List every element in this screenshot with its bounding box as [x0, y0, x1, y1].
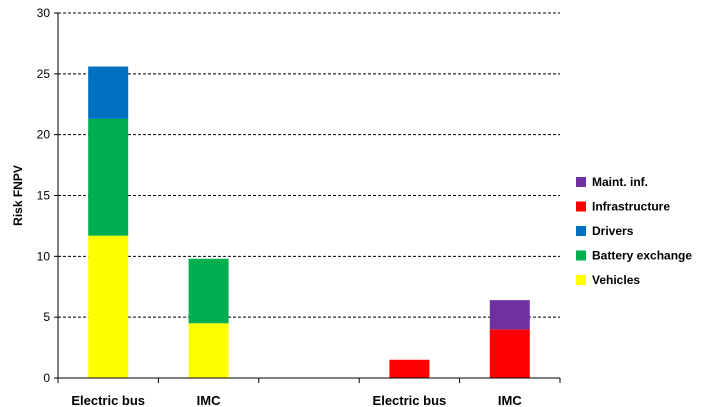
- bar-segment-1-vehicles: [188, 323, 229, 378]
- y-tick-label-15: 15: [37, 189, 51, 203]
- legend-swatch-maint-inf-: [576, 177, 586, 187]
- legend: Maint. inf. Infrastructure Drivers Battery …: [576, 175, 692, 287]
- axes: [54, 12, 561, 383]
- y-tick-label-0: 0: [43, 371, 50, 385]
- legend-swatch-battery-exchange: [576, 250, 586, 261]
- legend-label-maint-inf-: Maint. inf.: [592, 175, 648, 189]
- bar-segment-0-drivers: [88, 66, 129, 119]
- legend-label-infrastructure: Infrastructure: [592, 200, 670, 214]
- x-category-label-1: IMC: [197, 393, 221, 407]
- legend-swatch-infrastructure: [576, 201, 586, 212]
- y-tick-label-20: 20: [37, 128, 51, 142]
- legend-label-drivers: Drivers: [592, 224, 634, 238]
- legend-swatch-vehicles: [576, 275, 586, 285]
- bar-segment-0-vehicles: [88, 235, 129, 378]
- y-axis-label: Risk FNPV: [11, 165, 25, 226]
- y-tick-label-25: 25: [37, 67, 51, 81]
- bar-segment-1-battery-exchange: [188, 258, 229, 324]
- bar-segment-0-battery-exchange: [88, 118, 129, 236]
- legend-label-vehicles: Vehicles: [592, 273, 640, 287]
- x-category-label-3: Electric bus: [373, 393, 447, 407]
- x-category-labels: Electric bus IMC Electric bus IMC: [71, 393, 522, 407]
- y-tick-label-5: 5: [43, 310, 50, 324]
- y-tick-label-30: 30: [37, 6, 51, 20]
- y-tick-labels: 0 5 10 15 20 25 30: [37, 6, 51, 385]
- y-tick-label-10: 10: [37, 249, 51, 263]
- bars: [88, 66, 530, 378]
- x-category-label-0: Electric bus: [71, 393, 145, 407]
- legend-label-battery-exchange: Battery exchange: [592, 249, 692, 263]
- legend-swatch-drivers: [576, 226, 586, 236]
- bar-segment-4-maint-inf-: [489, 300, 530, 330]
- bar-segment-3-infrastructure: [389, 359, 430, 378]
- bar-segment-4-infrastructure: [489, 329, 530, 378]
- grid-lines: [58, 12, 560, 318]
- x-category-label-4: IMC: [498, 393, 522, 407]
